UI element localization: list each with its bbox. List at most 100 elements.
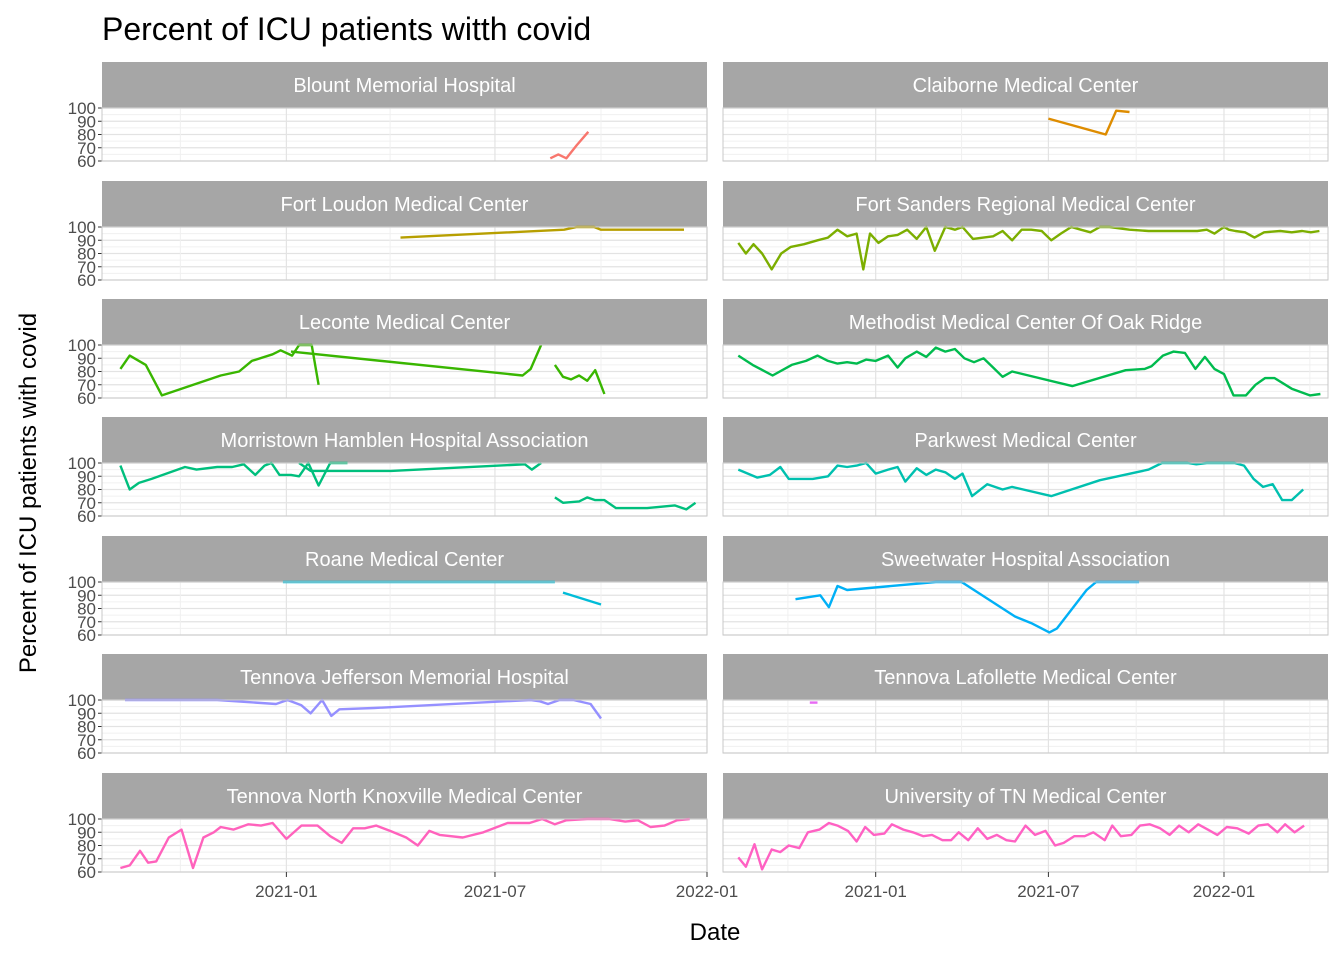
facet-strip — [102, 773, 707, 819]
facet-panel-border — [101, 344, 708, 399]
y-tick-label: 90 — [77, 112, 96, 131]
x-tick-label: 2021-01 — [844, 882, 906, 901]
series-line — [795, 580, 1140, 634]
y-tick-label: 90 — [77, 231, 96, 250]
facet-panel: Parkwest Medical Center — [722, 417, 1329, 517]
y-tick-label: 80 — [77, 363, 96, 382]
facet-strip — [102, 299, 707, 345]
y-tick-label: 100 — [68, 218, 96, 237]
y-tick-label: 70 — [77, 850, 96, 869]
y-tick-label: 60 — [77, 271, 96, 290]
facet-panel-border — [722, 226, 1329, 281]
facet-strip — [102, 181, 707, 227]
facet-strip-label: Fort Sanders Regional Medical Center — [855, 194, 1196, 216]
facet-panel: Tennova Lafollette Medical Center — [722, 654, 1329, 754]
facet-strip — [102, 654, 707, 700]
y-tick-label: 60 — [77, 152, 96, 171]
facet-strip — [723, 536, 1328, 582]
y-tick-label: 90 — [77, 823, 96, 842]
series-line — [553, 364, 606, 395]
series-line — [549, 131, 590, 160]
x-tick-label: 2022-01 — [1193, 882, 1255, 901]
y-tick-label: 100 — [68, 454, 96, 473]
facet-strip-label: Morristown Hamblen Hospital Association — [221, 430, 589, 452]
x-tick-label: 2022-01 — [676, 882, 738, 901]
facet-strip — [102, 417, 707, 463]
y-tick-label: 100 — [68, 99, 96, 118]
series-line — [290, 344, 543, 377]
facet-strip — [723, 773, 1328, 819]
facet-panel-border — [722, 699, 1329, 754]
facet-strip-label: Parkwest Medical Center — [914, 430, 1137, 452]
facet-strip — [102, 536, 707, 582]
facet-strip-label: Claiborne Medical Center — [913, 75, 1139, 97]
y-tick-label: 70 — [77, 731, 96, 750]
y-tick-label: 60 — [77, 389, 96, 408]
x-axis-title: Date — [690, 919, 741, 946]
facet-panel: Tennova Jefferson Memorial Hospital 60708… — [68, 654, 708, 763]
facet-panel: Tennova North Knoxville Medical Center 60… — [68, 773, 708, 882]
x-tick-label: 2021-07 — [1017, 882, 1079, 901]
facet-panel-border — [101, 226, 708, 281]
facet-strip-label: University of TN Medical Center — [885, 786, 1167, 808]
x-axes-group: 2021-01 2021-07 2022-01 2021-01 2021-07 2022-… — [255, 872, 1255, 901]
facet-strip-label: Fort Loudon Medical Center — [281, 194, 529, 216]
facet-panel: Methodist Medical Center Of Oak Ridge — [722, 299, 1329, 399]
facet-panel: University of TN Medical Center — [722, 773, 1329, 873]
y-tick-label: 100 — [68, 573, 96, 592]
x-tick-label: 2021-01 — [255, 882, 317, 901]
y-tick-label: 90 — [77, 467, 96, 486]
facet-strip — [723, 654, 1328, 700]
facet-strip — [723, 299, 1328, 345]
y-tick-label: 70 — [77, 139, 96, 158]
y-axis-title: Percent of ICU patients with covid — [15, 313, 42, 673]
facet-panel: Morristown Hamblen Hospital Association 6… — [68, 417, 708, 526]
y-tick-label: 70 — [77, 258, 96, 277]
x-tick-label: 2021-07 — [464, 882, 526, 901]
y-tick-label: 80 — [77, 245, 96, 264]
y-tick-label: 80 — [77, 837, 96, 856]
y-tick-label: 90 — [77, 349, 96, 368]
facet-panel: Claiborne Medical Center — [722, 62, 1329, 162]
y-tick-label: 70 — [77, 376, 96, 395]
series-line — [737, 225, 1320, 271]
facet-panel-border — [101, 818, 708, 873]
facet-panel-border — [101, 462, 708, 517]
facet-strip-label: Methodist Medical Center Of Oak Ridge — [849, 312, 1203, 334]
facet-strip — [723, 417, 1328, 463]
y-tick-label: 60 — [77, 863, 96, 882]
y-tick-label: 70 — [77, 494, 96, 513]
series-line — [554, 496, 697, 511]
facet-strip-label: Sweetwater Hospital Association — [881, 549, 1170, 571]
facet-strip-label: Tennova North Knoxville Medical Center — [227, 786, 583, 808]
facet-strip — [723, 62, 1328, 108]
facet-strip-label: Leconte Medical Center — [299, 312, 511, 334]
facet-panel-border — [101, 581, 708, 636]
y-tick-label: 60 — [77, 744, 96, 763]
facet-strip-label: Roane Medical Center — [305, 549, 504, 571]
series-line — [737, 346, 1321, 397]
series-line — [562, 591, 602, 606]
series-line — [298, 462, 542, 473]
facet-panel-border — [722, 107, 1329, 162]
y-tick-label: 80 — [77, 600, 96, 619]
facet-strip-label: Blount Memorial Hospital — [293, 75, 515, 97]
y-tick-label: 100 — [68, 336, 96, 355]
series-line — [1048, 109, 1130, 136]
y-tick-label: 90 — [77, 704, 96, 723]
facet-panel-border — [722, 462, 1329, 517]
facet-strip — [723, 181, 1328, 227]
facet-strip-label: Tennova Lafollette Medical Center — [874, 667, 1177, 689]
facet-panel: Fort Sanders Regional Medical Center — [722, 181, 1329, 281]
y-tick-label: 100 — [68, 810, 96, 829]
y-tick-label: 80 — [77, 481, 96, 500]
facet-strip-label: Tennova Jefferson Memorial Hospital — [240, 667, 569, 689]
y-tick-label: 100 — [68, 691, 96, 710]
y-tick-label: 60 — [77, 507, 96, 526]
y-tick-label: 70 — [77, 613, 96, 632]
y-tick-label: 80 — [77, 718, 96, 737]
